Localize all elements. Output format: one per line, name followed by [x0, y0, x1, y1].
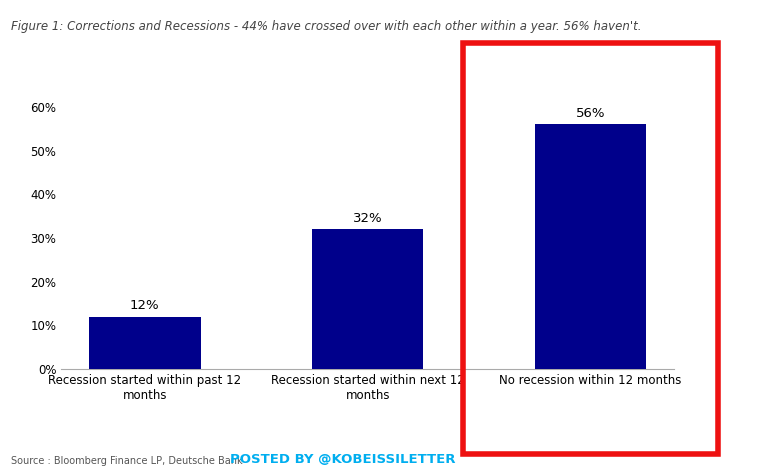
- Bar: [535, 124, 647, 369]
- Text: Figure 1: Corrections and Recessions - 44% have crossed over with each other wit: Figure 1: Corrections and Recessions - 4…: [11, 20, 642, 33]
- Text: Source : Bloomberg Finance LP, Deutsche Bank: Source : Bloomberg Finance LP, Deutsche …: [11, 456, 243, 466]
- Text: POSTED BY @KOBEISSILETTER: POSTED BY @KOBEISSILETTER: [230, 453, 455, 466]
- Bar: [312, 229, 424, 369]
- Text: 32%: 32%: [353, 212, 382, 225]
- Text: 12%: 12%: [130, 299, 159, 312]
- Bar: [89, 316, 201, 369]
- Text: 56%: 56%: [576, 107, 605, 120]
